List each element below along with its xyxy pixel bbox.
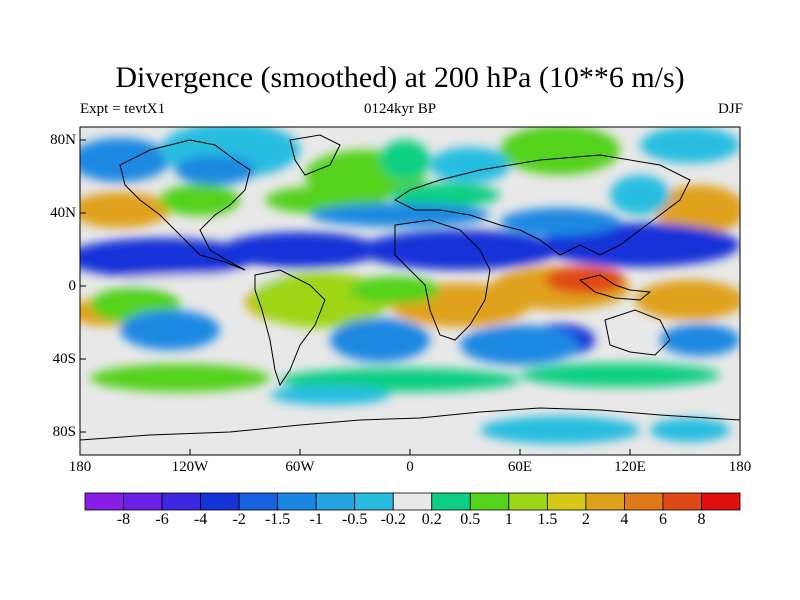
coastline-maritime-continent	[578, 274, 652, 301]
colorbar-label: 0.5	[460, 511, 481, 528]
field-blob	[350, 276, 440, 304]
colorbar-label: 2	[581, 511, 590, 528]
colorbar-swatch	[508, 492, 548, 511]
coastlines	[80, 134, 740, 441]
field-blob	[310, 203, 490, 227]
colorbar-swatch	[624, 492, 664, 511]
lon-ticks	[189, 449, 631, 455]
lon-label-60e: 60E	[507, 459, 533, 475]
colorbar-label: 0.2	[421, 511, 442, 528]
field-blob	[480, 416, 640, 444]
field-blob	[380, 140, 430, 180]
colorbar-label: -0.5	[342, 511, 368, 528]
colorbar-swatch	[200, 492, 240, 511]
time-period-label: 0124kyr BP	[363, 101, 437, 117]
lat-label-80n: 80N	[50, 132, 76, 148]
lat-label-80s: 80S	[52, 424, 76, 440]
coastline-europe-asia	[394, 154, 691, 256]
field-blob	[635, 280, 740, 320]
colorbar-label: 1.5	[537, 511, 558, 528]
lat-label-40n: 40N	[50, 205, 76, 221]
field-blob	[160, 184, 240, 216]
field-blob	[500, 208, 620, 236]
field-blob	[80, 192, 170, 228]
colorbar-label: -6	[155, 511, 169, 528]
colorbar-label: -0.2	[380, 511, 406, 528]
colorbar-swatch	[701, 492, 741, 511]
field-blob	[175, 155, 255, 185]
field-blob	[545, 266, 625, 294]
field-blob	[270, 385, 390, 405]
coastline-greenland	[289, 134, 341, 176]
colorbar-swatch	[315, 492, 356, 511]
field-blob	[80, 238, 255, 278]
coastline-north-america	[119, 139, 251, 271]
coastline-africa	[394, 219, 491, 341]
colorbar-swatch	[277, 492, 317, 511]
coastline-antarctica	[80, 407, 740, 441]
season-label: DJF	[717, 101, 743, 117]
colorbar-swatch	[84, 492, 124, 511]
colorbar-label: -1.5	[264, 511, 291, 528]
colorbar-label: -8	[116, 511, 131, 528]
colorbar-swatch	[585, 492, 625, 511]
field-blob	[460, 325, 580, 365]
colorbar-label: 1	[504, 511, 513, 528]
lon-label-180w: 180	[68, 459, 92, 475]
colorbar-label: 6	[658, 511, 667, 528]
lon-label-120e: 120E	[614, 459, 646, 475]
field-blob	[655, 185, 740, 235]
field-blob	[330, 318, 430, 362]
field-blob	[640, 127, 740, 163]
colorbar-swatch	[469, 492, 510, 511]
lon-label-180e: 180	[728, 459, 752, 475]
colorbar-swatch	[161, 492, 201, 511]
field-blob	[430, 147, 510, 183]
field-blob	[660, 324, 740, 356]
field-blob	[120, 310, 220, 350]
colorbar-swatch	[546, 492, 587, 511]
colorbar-swatch	[431, 492, 471, 511]
colorbar-swatch	[354, 492, 394, 511]
colorbar-label: 4	[620, 511, 629, 528]
field-blob	[500, 127, 620, 175]
colorbar-label: -1	[309, 511, 323, 528]
plot-title: Divergence (smoothed) at 200 hPa (10**6 …	[115, 61, 685, 94]
colorbar-swatch	[238, 492, 279, 511]
lat-label-0: 0	[68, 278, 77, 294]
coastline-australia	[604, 309, 671, 356]
field-blob	[220, 232, 380, 268]
field-blob	[610, 175, 670, 215]
colorbar-swatch	[392, 492, 433, 511]
field-blob	[520, 363, 720, 387]
field-blob	[650, 418, 730, 442]
colorbar-swatch	[123, 492, 163, 511]
experiment-label: Expt = tevtX1	[80, 101, 166, 117]
field-blob	[90, 364, 270, 392]
lon-label-0: 0	[406, 459, 414, 475]
field-blob	[80, 138, 170, 182]
coastline-south-america	[254, 269, 326, 387]
colorbar-label: -4	[193, 511, 208, 528]
field-blob	[390, 183, 500, 207]
colorbar-label: 8	[697, 511, 706, 528]
colorbar-label: -2	[232, 511, 246, 528]
lon-label-60w: 60W	[285, 459, 315, 475]
lon-label-120w: 120W	[171, 459, 209, 475]
lat-ticks	[80, 139, 86, 433]
lat-label-40s: 40S	[52, 351, 76, 367]
field-blob	[360, 230, 560, 270]
colorbar-swatch	[662, 492, 702, 511]
